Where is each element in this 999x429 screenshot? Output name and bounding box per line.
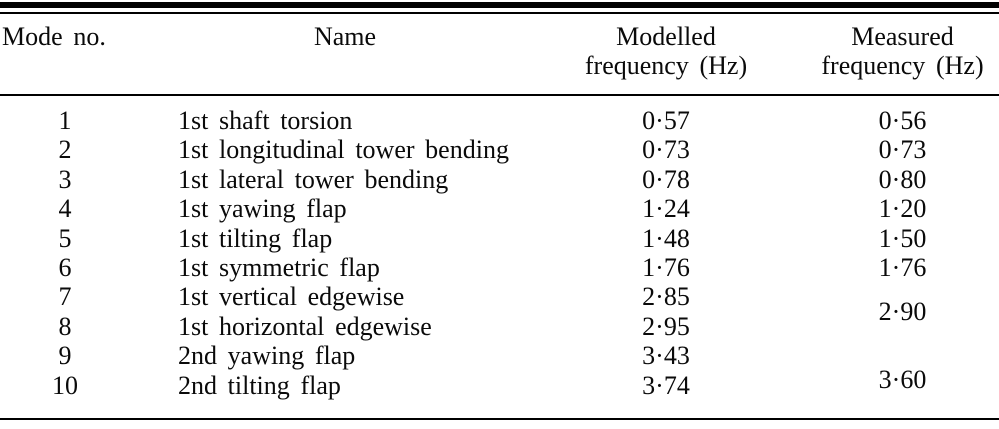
modelled-cell: 0·57 (642, 106, 690, 135)
measured-cell: 1·76 (878, 253, 927, 283)
table-row: 6 1st symmetric flap 1·76 1·76 (0, 253, 999, 282)
mode-cell: 3 (58, 164, 72, 194)
modelled-cell: 3·74 (642, 370, 690, 400)
name-cell: 1st horizontal edgewise (178, 311, 432, 341)
header-measured-frequency: Measured frequency (Hz) (772, 14, 999, 96)
header-measured-line1: Measured (851, 22, 954, 51)
modelled-cell: 2·85 (642, 282, 690, 312)
header-row: Mode no. Name Modelled frequency (Hz) Me… (0, 14, 999, 96)
mode-cell: 8 (58, 311, 72, 341)
name-cell: 1st vertical edgewise (178, 282, 405, 312)
mode-frequency-table: Mode no. Name Modelled frequency (Hz) Me… (0, 14, 999, 421)
header-mode-no: Mode no. (0, 14, 130, 96)
table-row: 1 1st shaft torsion 0·57 0·56 (0, 95, 999, 135)
name-cell: 2nd yawing flap (178, 341, 356, 371)
mode-cell: 1 (58, 106, 72, 135)
measured-cell: 0·56 (878, 106, 927, 135)
name-cell: 1st shaft torsion (178, 106, 353, 135)
table-row: 5 1st tilting flap 1·48 1·50 (0, 224, 999, 253)
name-cell: 1st yawing flap (178, 194, 347, 224)
measured-cell: 0·73 (878, 135, 927, 165)
table-header: Mode no. Name Modelled frequency (Hz) Me… (0, 14, 999, 96)
modelled-cell: 1·48 (642, 223, 690, 253)
mode-cell: 9 (58, 341, 72, 371)
header-modelled-line1: Modelled (616, 22, 716, 51)
top-thick-rule (0, 2, 999, 8)
table-row: 3 1st lateral tower bending 0·78 0·80 (0, 165, 999, 194)
table-row: 8 1st horizontal edgewise 2·95 (0, 312, 999, 341)
modelled-cell: 1·24 (642, 194, 690, 224)
table-row: 7 1st vertical edgewise 2·85 2·90 (0, 282, 999, 326)
table-row: 4 1st yawing flap 1·24 1·20 (0, 194, 999, 223)
mode-cell: 4 (58, 194, 72, 224)
modelled-cell: 0·73 (642, 135, 690, 165)
measured-cell-merged: 3·60 (878, 364, 927, 394)
table-body: 1 1st shaft torsion 0·57 0·56 2 1st long… (0, 95, 999, 419)
modelled-cell: 1·76 (642, 253, 690, 283)
mode-cell: 5 (58, 223, 72, 253)
name-cell: 1st longitudinal tower bending (178, 135, 509, 165)
mode-cell: 2 (58, 135, 72, 165)
table-row: 9 2nd yawing flap 3·43 3·60 (0, 341, 999, 394)
measured-cell: 1·50 (878, 223, 927, 253)
header-name: Name (130, 14, 560, 96)
modelled-cell: 2·95 (642, 311, 690, 341)
name-cell: 1st symmetric flap (178, 253, 380, 283)
measured-cell: 1·20 (878, 194, 927, 224)
modelled-cell: 3·43 (642, 341, 690, 371)
modelled-cell: 0·78 (642, 164, 690, 194)
header-modelled-line2: frequency (Hz) (584, 51, 748, 80)
header-measured-line2: frequency (Hz) (821, 51, 984, 80)
header-modelled-frequency: Modelled frequency (Hz) (560, 14, 772, 96)
mode-cell: 6 (58, 253, 72, 283)
top-thin-rule (0, 12, 999, 14)
measured-cell-merged: 2·90 (878, 297, 927, 327)
mode-cell: 10 (52, 370, 78, 400)
name-cell: 1st tilting flap (178, 223, 333, 253)
mode-cell: 7 (58, 282, 72, 312)
table-row: 10 2nd tilting flap 3·74 (0, 371, 999, 419)
name-cell: 1st lateral tower bending (178, 164, 449, 194)
measured-cell: 0·80 (878, 164, 927, 194)
name-cell: 2nd tilting flap (178, 370, 341, 400)
table-row: 2 1st longitudinal tower bending 0·73 0·… (0, 135, 999, 164)
